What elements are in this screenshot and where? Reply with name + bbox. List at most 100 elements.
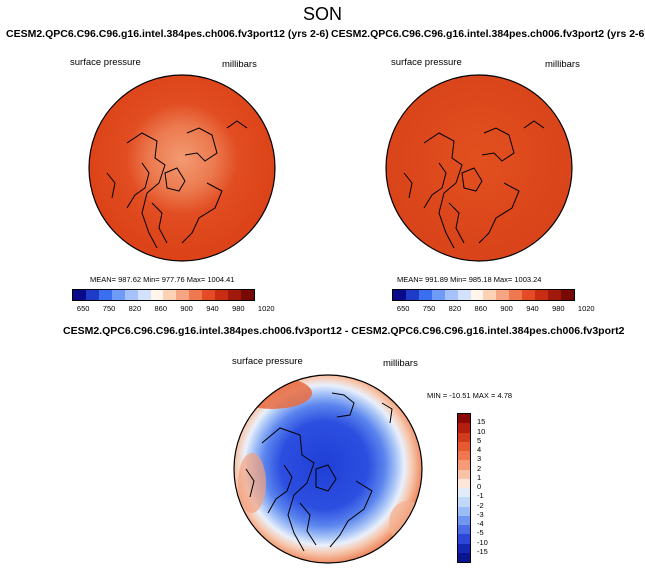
diff-colorbar-tick-label: -2 [477, 500, 484, 510]
panel2-colorbar [392, 289, 575, 301]
diff-colorbar-swatch [458, 506, 470, 516]
diff-colorbar-tick-label: 5 [477, 435, 482, 445]
diff-colorbar-tick-label: 1 [477, 472, 482, 482]
colorbar-tick-label: 980 [552, 304, 565, 313]
diff-title: CESM2.QPC6.C96.C96.g16.intel.384pes.ch00… [63, 325, 625, 337]
colorbar-swatch [111, 290, 125, 300]
colorbar-tick-label: 750 [422, 304, 436, 313]
colorbar-swatch [137, 290, 151, 300]
diff-colorbar-tick-label: -4 [477, 519, 484, 528]
panel2-map [385, 74, 573, 262]
colorbar-tick-label: 900 [180, 304, 193, 313]
diff-units: millibars [383, 358, 418, 369]
colorbar-tick-label: 940 [206, 304, 219, 313]
colorbar-tick-label: 650 [396, 304, 410, 313]
colorbar-tick-label: 900 [500, 304, 513, 313]
panel1-title: CESM2.QPC6.C96.C96.g16.intel.384pes.ch00… [6, 28, 329, 40]
colorbar-tick-label: 860 [154, 304, 168, 313]
panel2-field [386, 75, 572, 261]
diff-colorbar-swatch [458, 525, 470, 535]
diff-colorbar-swatch [458, 515, 470, 525]
diff-colorbar-tick-label: 2 [477, 463, 482, 473]
colorbar-tick-label: 1020 [577, 304, 595, 313]
colorbar-swatch [176, 290, 190, 300]
colorbar-swatch [509, 290, 523, 300]
diff-colorbar-ticks: 15 10 5 4 3 2 1 0 -1 -2 -3 -4 -5 -10 -15 [477, 413, 507, 563]
colorbar-swatch [73, 290, 86, 300]
panel1-colorbar-ticks: 650 750 820 860 900 940 980 1020 [72, 304, 275, 314]
diff-colorbar-tick-label: 3 [477, 454, 482, 464]
colorbar-swatch [163, 290, 177, 300]
diff-colorbar-swatch [458, 488, 470, 498]
colorbar-tick-label: 820 [448, 304, 462, 313]
colorbar-swatch [444, 290, 458, 300]
diff-colorbar-swatch [458, 441, 470, 451]
colorbar-swatch [228, 290, 241, 300]
colorbar-swatch [189, 290, 203, 300]
diff-colorbar-tick-label: 15 [477, 417, 486, 427]
colorbar-swatch [393, 290, 406, 300]
diff-colorbar-tick-label: 0 [477, 482, 482, 491]
diff-map [233, 374, 423, 564]
diff-colorbar-swatch [458, 414, 470, 424]
diff-colorbar-swatch [458, 497, 470, 507]
panel1-field [89, 75, 275, 261]
diff-colorbar-swatch [458, 552, 470, 562]
diff-colorbar-swatch [458, 534, 470, 544]
diff-colorbar-swatch [458, 478, 470, 488]
diff-stats: MIN = -10.51 MAX = 4.78 [427, 391, 513, 400]
diff-colorbar-tick-label: -1 [477, 491, 484, 501]
colorbar-swatch [496, 290, 510, 300]
panel2-colorbar-ticks: 650 750 820 860 900 940 980 1020 [392, 304, 595, 314]
diff-colorbar-swatch [458, 423, 470, 433]
diff-coastlines [245, 392, 393, 552]
diff-colorbar-swatch [458, 469, 470, 479]
colorbar-swatch [522, 290, 536, 300]
panel1-coastlines [106, 120, 248, 249]
diff-colorbar-swatch [458, 432, 470, 442]
diff-colorbar-tick-label: -5 [477, 528, 484, 538]
diff-field [234, 375, 422, 563]
colorbar-swatch [150, 290, 164, 300]
colorbar-swatch [535, 290, 549, 300]
colorbar-swatch [560, 290, 574, 300]
colorbar-swatch [405, 290, 419, 300]
panel1-stats: MEAN= 987.62 Min= 977.76 Max= 1004.41 [90, 275, 235, 284]
colorbar-swatch [215, 290, 229, 300]
colorbar-tick-label: 750 [102, 304, 116, 313]
colorbar-tick-label: 1020 [257, 304, 275, 313]
colorbar-swatch [85, 290, 99, 300]
diff-colorbar-swatch [458, 543, 470, 553]
panel2-title: CESM2.QPC6.C96.C96.g16.intel.384pes.ch00… [331, 28, 645, 40]
diff-colorbar-tick-label: 10 [477, 426, 486, 436]
diff-colorbar-tick-label: 4 [477, 445, 482, 454]
colorbar-swatch [483, 290, 497, 300]
panel1-map [88, 74, 276, 262]
panel1-variable: surface pressure [70, 57, 141, 68]
diff-colorbar-swatch [458, 460, 470, 470]
diff-colorbar [457, 413, 471, 563]
colorbar-tick-label: 860 [474, 304, 488, 313]
colorbar-swatch [431, 290, 445, 300]
diff-colorbar-tick-label: -3 [477, 509, 484, 519]
diff-colorbar-tick-label: -15 [477, 546, 488, 556]
panel2-variable: surface pressure [391, 57, 462, 68]
panel1-units: millibars [222, 59, 257, 70]
diff-variable: surface pressure [232, 356, 303, 367]
panel2-units: millibars [545, 59, 580, 70]
diff-colorbar-tick-label: -10 [477, 537, 488, 547]
colorbar-swatch [548, 290, 561, 300]
panel2-stats: MEAN= 991.89 Min= 985.18 Max= 1003.24 [397, 275, 542, 284]
season-title: SON [302, 4, 342, 24]
colorbar-tick-label: 820 [128, 304, 142, 313]
panel1-colorbar [72, 289, 255, 301]
colorbar-swatch [124, 290, 138, 300]
colorbar-swatch [98, 290, 112, 300]
colorbar-swatch [240, 290, 254, 300]
colorbar-swatch [470, 290, 484, 300]
colorbar-swatch [418, 290, 432, 300]
colorbar-swatch [457, 290, 471, 300]
diff-colorbar-swatch [458, 451, 470, 461]
panel2-coastlines [403, 120, 545, 249]
colorbar-tick-label: 980 [232, 304, 245, 313]
